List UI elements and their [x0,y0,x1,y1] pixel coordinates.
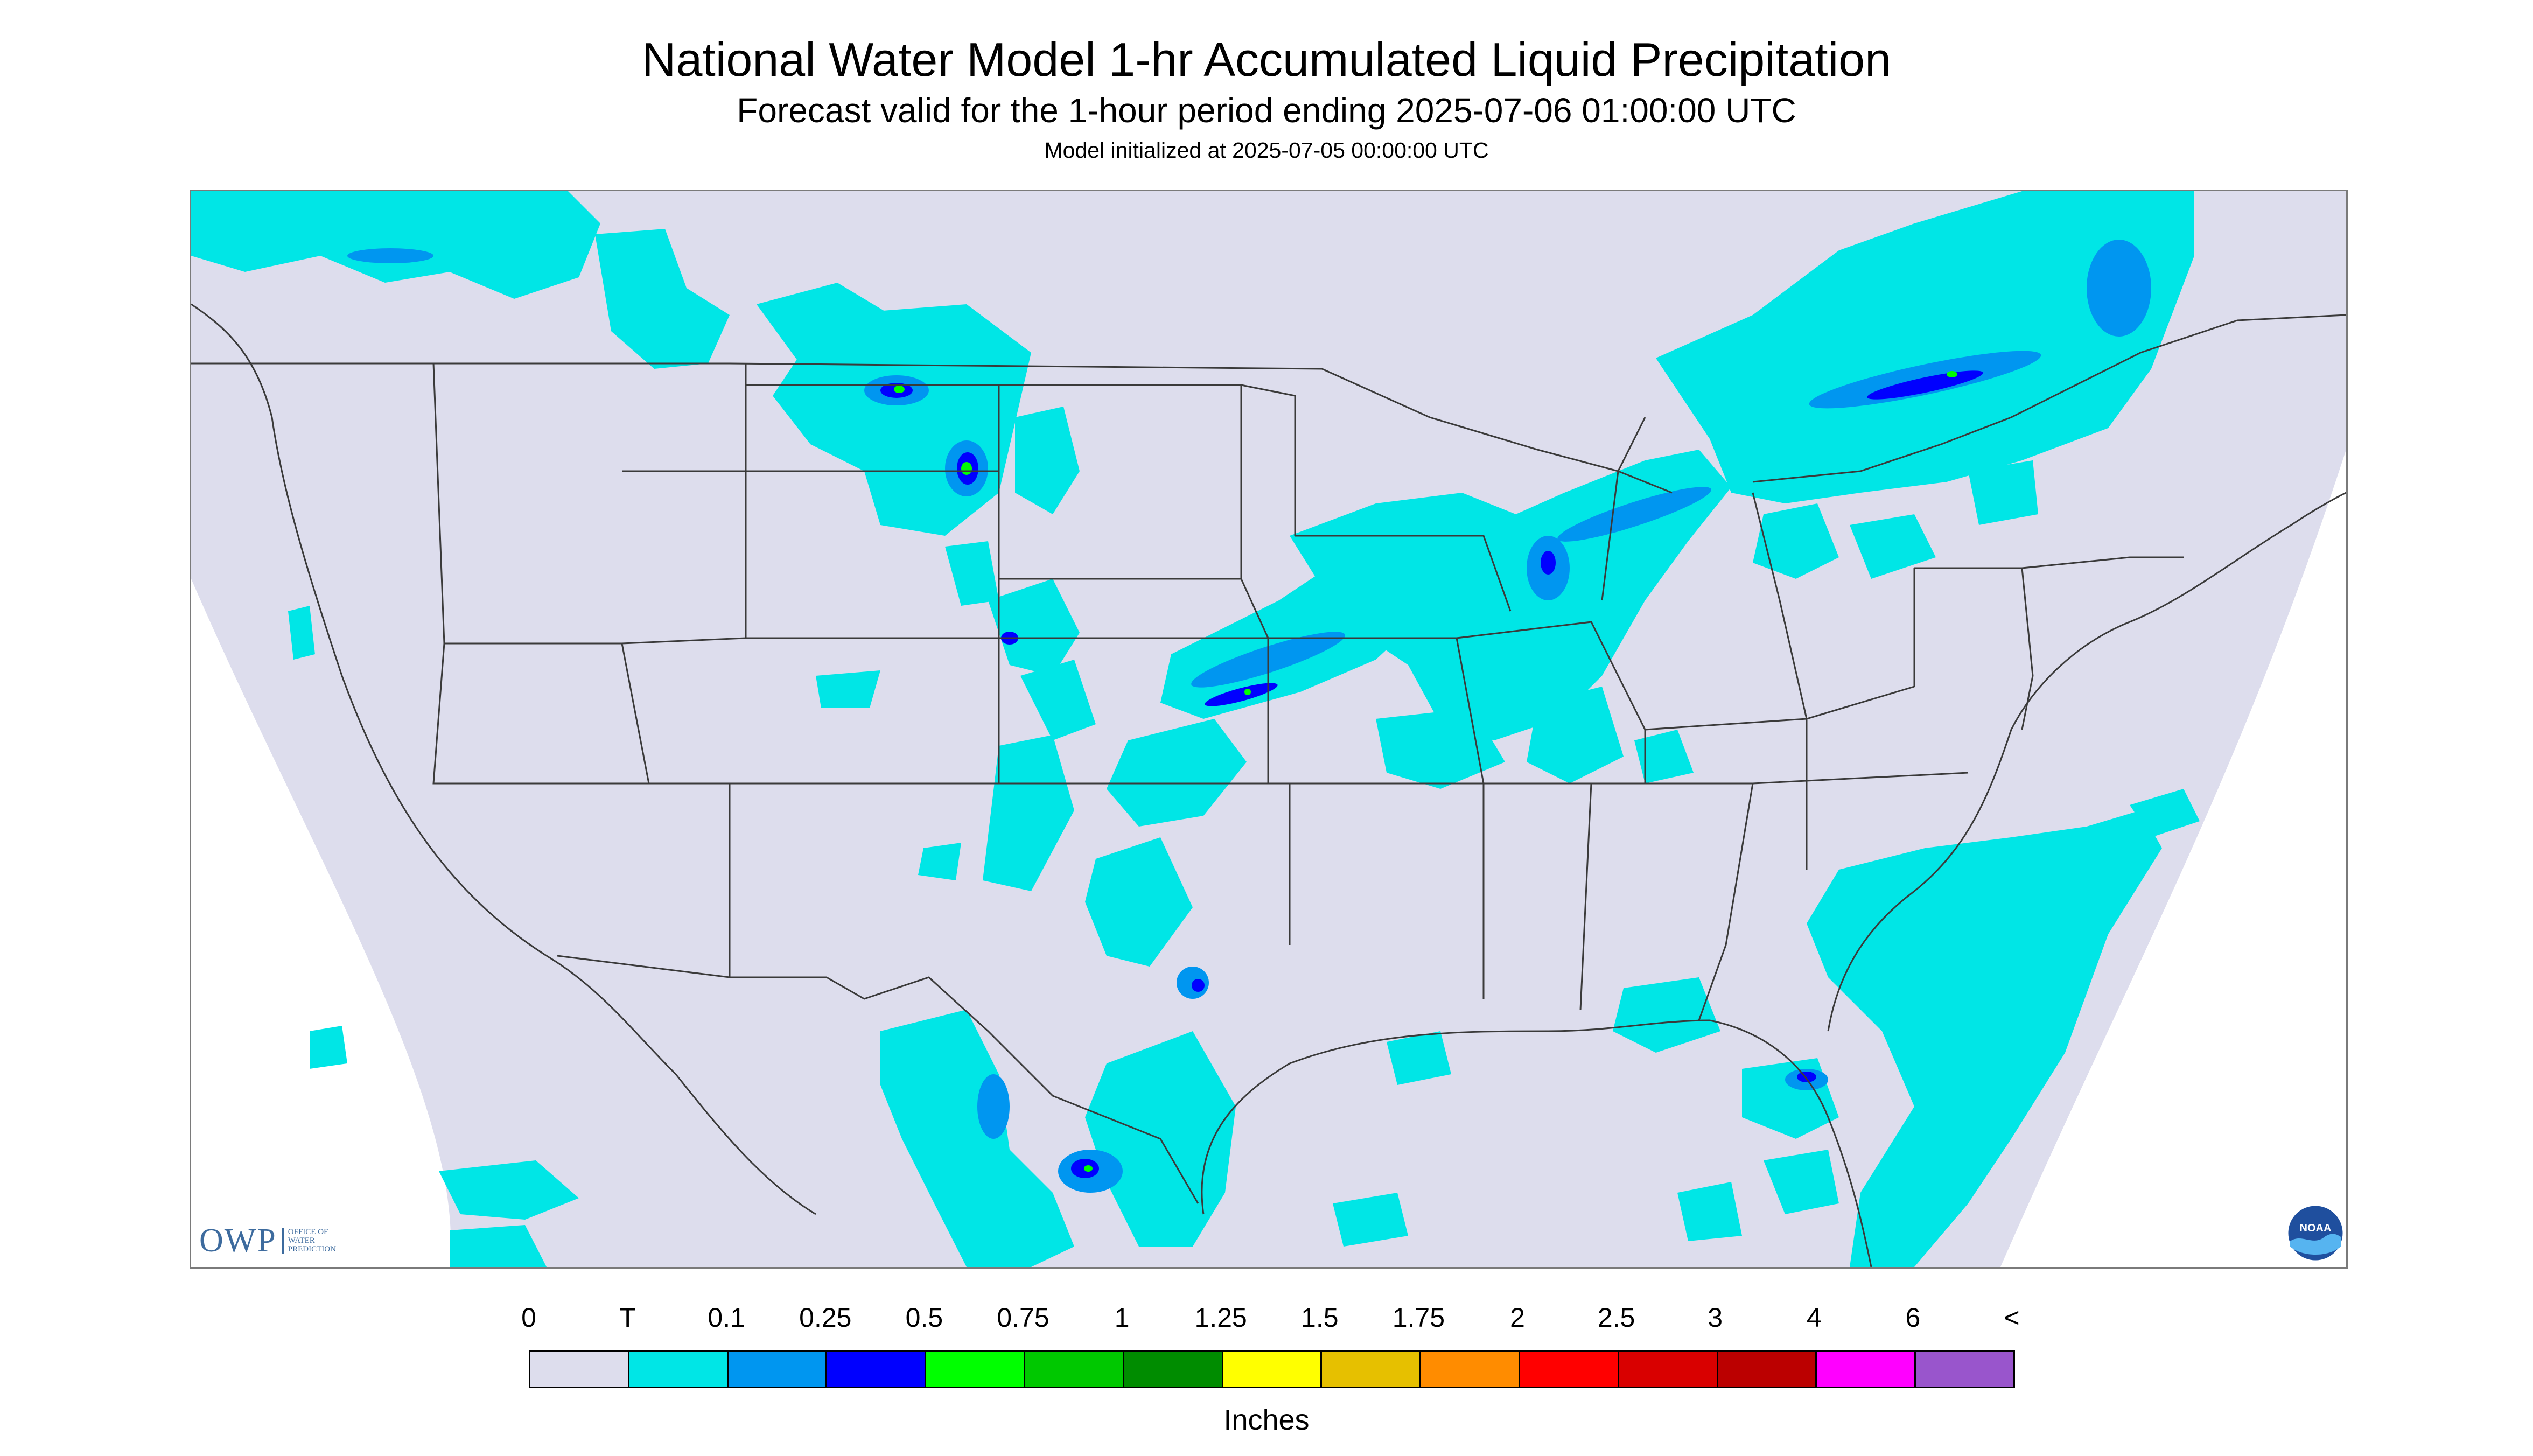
precip-area [988,579,1080,676]
precip-area [1020,660,1096,740]
legend-tick-label: 0.75 [997,1303,1049,1333]
precip-layer-heavy [880,370,1983,1178]
legend-tick-label: 1.25 [1194,1303,1247,1333]
precip-area [1753,503,1839,579]
precip-area [1850,514,1936,579]
legend-tick-label: 6 [1905,1303,1921,1333]
precip-cell [894,386,905,393]
precip-cell [1867,370,1983,400]
legend-tick-label: 4 [1806,1303,1822,1333]
legend-tick-label: 1 [1114,1303,1130,1333]
precipitation-map [190,190,2348,1269]
map-subtitle: Forecast valid for the 1-hour period end… [737,91,1796,130]
coastline [1201,1019,1872,1267]
coastline [1827,492,2346,1032]
precip-area [1656,191,2194,503]
precip-cell [1192,979,1205,992]
precip-cell [1205,683,1278,706]
precip-area [191,191,600,299]
country-border [557,955,1199,1204]
legend-tick-label: 1.75 [1392,1303,1445,1333]
svg-text:NOAA: NOAA [2300,1222,2332,1234]
precip-cell [1797,1072,1816,1082]
precip-area [1015,407,1080,514]
precip-area [1634,730,1694,783]
precip-cell [1541,551,1556,575]
legend-swatch [1124,1352,1223,1387]
precip-cell [1244,689,1251,695]
model-init-time: Model initialized at 2025-07-05 00:00:00… [1044,138,1489,163]
noaa-logo: NOAA [2286,1204,2345,1262]
precip-area [983,735,1074,891]
legend-tick-label: 1.5 [1301,1303,1339,1333]
legend-tick-label: 0.1 [708,1303,745,1333]
precip-area [2130,789,2200,837]
precip-area [1613,977,1720,1053]
precip-area [288,606,315,660]
legend-swatch [530,1352,629,1387]
precip-area [310,1026,347,1069]
legend-tick-label: 0 [521,1303,536,1333]
precip-cell [1947,371,1957,377]
legend-swatch [1718,1352,1817,1387]
legend-swatch [1520,1352,1619,1387]
legend-tick-labels: 0 T 0.1 0.25 0.5 0.75 1 1.25 1.5 1.75 2 2.5 3 4 6 < [0,1302,2533,1334]
legend-tick-label: 2 [1510,1303,1525,1333]
precip-area [945,541,999,606]
legend-units: Inches [1223,1404,1310,1436]
precip-area [1333,1193,1408,1247]
legend-swatch [1916,1352,2013,1387]
precip-area [1107,719,1247,827]
precip-area [450,1225,547,1267]
precip-area [1764,1150,1839,1214]
owp-logo-subtext: OFFICE OF WATER PREDICTION [282,1228,336,1254]
precip-cell [347,248,433,263]
legend-swatch [926,1352,1025,1387]
legend-swatch [1619,1352,1718,1387]
owp-logo-text: OWP [199,1222,277,1259]
legend-tick-label: 0.25 [799,1303,852,1333]
precip-area [1807,810,2162,1267]
map-canvas [191,191,2346,1267]
legend-tick-label: T [619,1303,636,1333]
legend-swatch [728,1352,828,1387]
legend-color-bar [529,1350,2015,1388]
legend-swatch [629,1352,729,1387]
precip-area [918,843,961,880]
coastline [191,303,816,1215]
legend-tick-label: < [2004,1303,2020,1333]
precip-layer [191,191,2200,1267]
map-title: National Water Model 1-hr Accumulated Li… [641,33,1892,86]
precip-area [1527,687,1624,783]
precip-cell [977,1074,1010,1139]
boundaries [191,303,2346,1267]
precip-area [1677,1182,1742,1241]
legend-tick-label: 3 [1708,1303,1723,1333]
precip-area [1387,1031,1451,1085]
legend-tick-label: 0.5 [905,1303,943,1333]
precip-area [816,670,880,708]
legend-swatch [1025,1352,1124,1387]
precip-area [880,1010,1074,1267]
legend-swatch [1223,1352,1323,1387]
precip-area [595,229,730,369]
precip-cell [1084,1165,1093,1172]
precip-cell [2087,240,2151,337]
precip-area [1085,837,1193,967]
legend-swatch [827,1352,927,1387]
precip-cell [1557,487,1711,542]
legend-swatch [1322,1352,1422,1387]
precip-area [1968,460,2038,525]
precip-cell [961,462,972,475]
legend-tick-label: 2.5 [1597,1303,1635,1333]
legend-swatch [1421,1352,1520,1387]
legend-swatch [1817,1352,1916,1387]
state-border [1241,384,2184,730]
precip-area [439,1160,579,1220]
owp-logo: OWP OFFICE OF WATER PREDICTION [199,1221,336,1260]
